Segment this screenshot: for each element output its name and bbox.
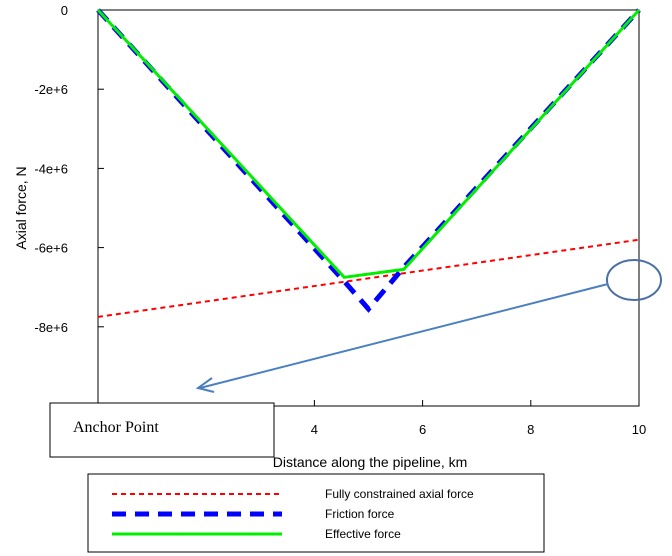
- y-tick-label: -8e+6: [34, 320, 68, 335]
- legend-items: Fully constrained axial force Friction fo…: [112, 487, 474, 541]
- plot-area: [97, 9, 640, 407]
- legend-label: Effective force: [325, 527, 401, 541]
- anchor-label: Anchor Point: [73, 419, 159, 436]
- legend-label: Friction force: [325, 507, 395, 521]
- series-line-3: [96, 8, 641, 279]
- anchor-annotation: Anchor Point: [49, 259, 662, 458]
- x-tick-label: 8: [527, 422, 534, 437]
- series-layer: [96, 8, 641, 318]
- series-line-2: [96, 8, 641, 313]
- anchor-arrow-head: [195, 377, 215, 393]
- y-axis-ticks: 0 -2e+6 -4e+6 -6e+6 -8e+6: [34, 3, 104, 335]
- anchor-arrow: [199, 283, 609, 389]
- x-tick-label: 10: [632, 422, 646, 437]
- x-tick-label: 4: [311, 422, 318, 437]
- y-axis-title: Axial force, N: [13, 166, 29, 249]
- x-axis-ticks: 4 6 8 10: [311, 400, 646, 437]
- anchor-highlight-ellipse: [606, 259, 662, 301]
- x-axis-title: Distance along the pipeline, km: [273, 454, 468, 470]
- anchor-label-box: [49, 402, 275, 458]
- legend: Fully constrained axial force Friction fo…: [87, 473, 545, 553]
- x-tick-label: 6: [419, 422, 426, 437]
- series-line-1: [97, 238, 640, 318]
- y-tick-label: -4e+6: [34, 161, 68, 176]
- legend-label: Fully constrained axial force: [325, 487, 474, 501]
- legend-box: [87, 473, 545, 553]
- y-tick-label: -2e+6: [34, 82, 68, 97]
- y-tick-label: -6e+6: [34, 241, 68, 256]
- y-tick-label: 0: [61, 3, 68, 18]
